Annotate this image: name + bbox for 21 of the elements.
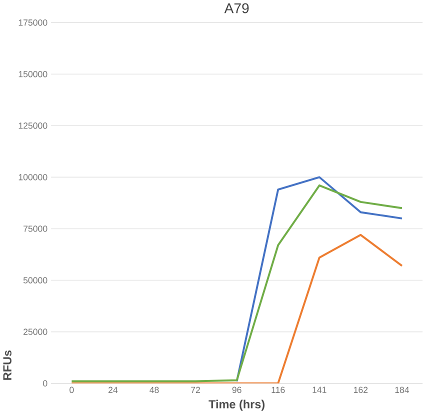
x-tick-label: 24 — [108, 386, 118, 393]
y-tick-label: 175000 — [18, 19, 48, 26]
x-axis-title: Time (hrs) — [208, 400, 265, 411]
y-tick-label: 100000 — [18, 174, 48, 180]
y-axis-title: RFUs — [3, 350, 12, 380]
x-tick-label: 116 — [272, 386, 285, 394]
y-tick-label: 75000 — [24, 226, 48, 232]
x-tick-label: 184 — [395, 386, 410, 394]
line-series — [236, 176, 403, 382]
y-tick-label: 125000 — [18, 122, 48, 129]
y-tick-label: 25000 — [24, 328, 48, 335]
x-tick-label: 48 — [150, 386, 159, 394]
y-tick-label: 150000 — [18, 71, 48, 78]
chart-title: A79 — [224, 3, 249, 14]
x-tick-label: 72 — [191, 386, 200, 393]
y-tick-label: 0 — [43, 380, 48, 386]
x-tick-label: 96 — [232, 386, 242, 394]
x-tick-label: 162 — [354, 386, 368, 394]
x-tick-label: 0 — [70, 386, 74, 394]
x-tick-label: 141 — [312, 386, 326, 393]
y-tick-label: 50000 — [23, 277, 48, 284]
